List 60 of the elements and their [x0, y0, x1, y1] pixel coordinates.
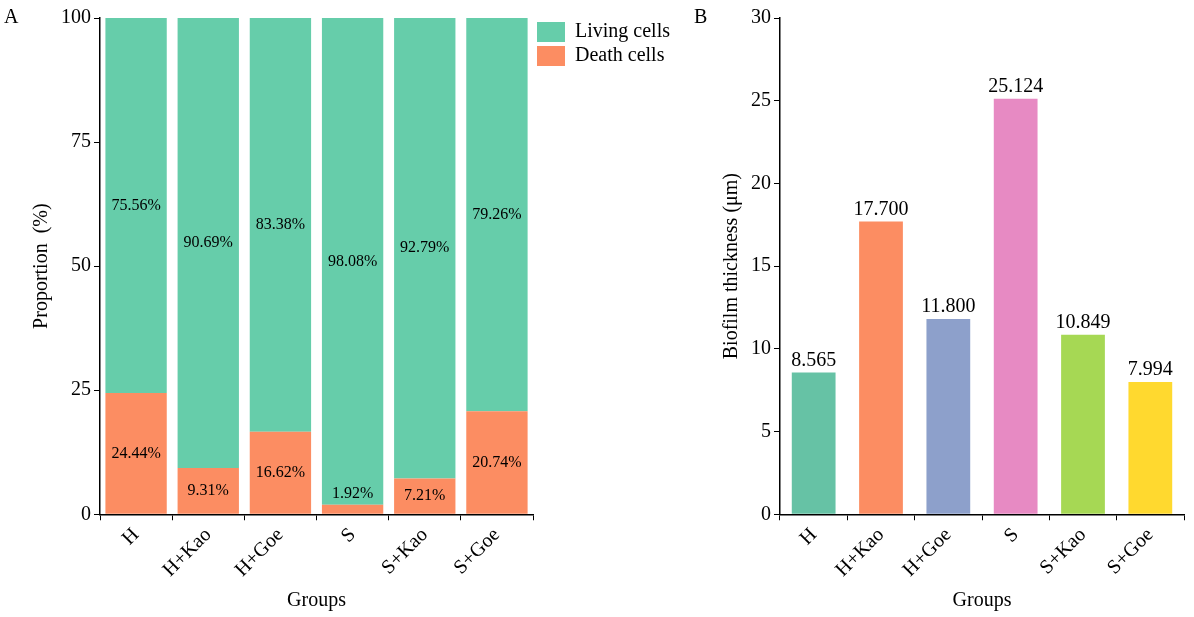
- y-tick-label: 25: [71, 377, 91, 400]
- bar: [1128, 382, 1173, 514]
- y-tick-label: 5: [761, 418, 771, 441]
- bar: [249, 431, 312, 514]
- data-label: 25.124: [988, 73, 1044, 96]
- bar: [466, 18, 528, 412]
- y-tick-label: 10: [751, 336, 771, 359]
- data-label: 8.565: [791, 347, 837, 370]
- x-tick-label: H: [794, 522, 821, 549]
- bar: [321, 504, 384, 514]
- text: B: [694, 5, 708, 28]
- y-axis-title: Proportion (%): [29, 203, 53, 329]
- data-label: 75.56%: [111, 195, 161, 213]
- bar: [993, 98, 1038, 514]
- y-tick-label: 100: [61, 5, 91, 28]
- y-tick-label: 25: [751, 87, 771, 110]
- data-label: 9.31%: [187, 481, 229, 499]
- data-label: 24.44%: [111, 443, 161, 461]
- bar: [394, 478, 456, 514]
- bar: [177, 468, 239, 514]
- data-label: 92.79%: [400, 238, 450, 256]
- x-axis-title: Groups: [952, 588, 1012, 612]
- data-label: 10.849: [1055, 310, 1111, 333]
- bar: [859, 221, 903, 514]
- y-tick-label: 20: [751, 170, 771, 193]
- y-tick-label: 15: [751, 253, 771, 276]
- bar: [926, 319, 971, 514]
- y-axis-title: Biofilm thickness (μm): [719, 173, 743, 360]
- y-tick-label: 30: [751, 5, 771, 28]
- bar: [466, 411, 528, 514]
- legend-label: Death cells: [575, 43, 665, 66]
- data-label: 11.800: [921, 294, 976, 317]
- bar: [394, 18, 456, 479]
- bar: [105, 392, 167, 514]
- bar: [321, 18, 384, 505]
- bar: [791, 372, 836, 514]
- data-label: 16.62%: [255, 462, 306, 480]
- bar: [249, 18, 312, 432]
- text: A: [4, 5, 19, 28]
- legend-label: Living cells: [575, 19, 671, 43]
- x-tick-label: S: [335, 522, 360, 547]
- data-label: 20.74%: [472, 452, 522, 470]
- x-tick-label: H: [116, 522, 143, 549]
- x-tick-label: S: [998, 522, 1023, 547]
- x-axis-title: Groups: [287, 588, 347, 612]
- y-tick-label: 0: [81, 501, 91, 524]
- y-tick-label: 75: [71, 129, 91, 152]
- data-label: 90.69%: [183, 233, 233, 251]
- data-label: 98.08%: [327, 251, 378, 269]
- data-label: 7.21%: [404, 486, 446, 504]
- data-label: 1.92%: [331, 483, 374, 501]
- bar: [105, 18, 167, 393]
- data-label: 83.38%: [255, 215, 306, 233]
- data-label: 79.26%: [472, 204, 522, 222]
- y-tick-label: 50: [71, 253, 91, 276]
- bar: [1061, 334, 1105, 514]
- y-tick-label: 0: [761, 501, 771, 524]
- bar: [177, 18, 239, 469]
- data-label: 7.994: [1127, 357, 1173, 380]
- data-label: 17.700: [853, 196, 909, 219]
